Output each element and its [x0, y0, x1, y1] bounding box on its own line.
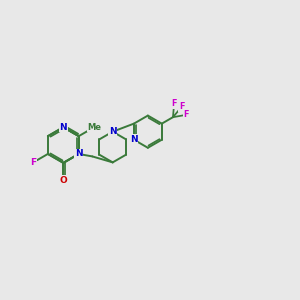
Text: N: N: [109, 127, 116, 136]
Text: N: N: [130, 135, 138, 144]
Text: Me: Me: [87, 123, 101, 132]
Text: O: O: [59, 176, 67, 185]
Text: F: F: [179, 102, 184, 111]
Text: N: N: [75, 149, 82, 158]
Text: F: F: [171, 99, 177, 108]
Text: F: F: [183, 110, 189, 119]
Text: N: N: [59, 123, 67, 132]
Text: F: F: [30, 158, 36, 167]
